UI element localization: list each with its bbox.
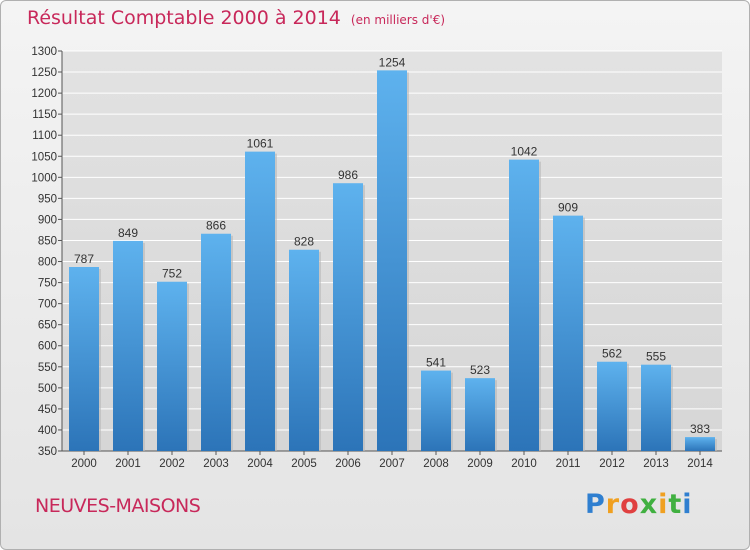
bar [289, 249, 319, 451]
bar [377, 70, 407, 452]
bar [201, 233, 231, 451]
y-tick-label: 1300 [31, 46, 57, 58]
x-tick-label: 2000 [71, 458, 97, 470]
y-tick-label: 1000 [31, 172, 57, 184]
chart-subtitle: (en milliers d'€) [350, 13, 446, 27]
bar-value-label: 787 [74, 252, 94, 266]
y-tick-label: 650 [38, 320, 57, 332]
bar-value-label: 1254 [379, 55, 406, 69]
bar-value-label: 523 [470, 363, 490, 377]
bar [465, 378, 495, 451]
chart-title-text: Résultat Comptable 2000 à 2014 [27, 7, 341, 29]
bar-value-label: 555 [646, 350, 666, 364]
bar-value-label: 986 [338, 168, 358, 182]
brand-logo: Proxiti [585, 489, 693, 520]
y-tick-label: 850 [38, 235, 57, 247]
bar [157, 281, 187, 451]
x-tick-label: 2005 [291, 458, 317, 470]
bar-value-label: 562 [602, 347, 622, 361]
bar [641, 364, 671, 451]
bar-value-label: 849 [118, 226, 138, 240]
bar-value-label: 1061 [247, 137, 274, 151]
bar [69, 267, 99, 451]
x-tick-label: 2006 [335, 458, 361, 470]
bar-value-label: 1042 [511, 145, 538, 159]
y-tick-label: 800 [38, 257, 57, 269]
y-tick-label: 350 [38, 446, 57, 458]
bar [509, 159, 539, 451]
y-tick-label: 450 [38, 404, 57, 416]
x-tick-label: 2012 [599, 458, 625, 470]
bar-value-label: 866 [206, 219, 226, 233]
y-tick-label: 500 [38, 383, 57, 395]
y-tick-label: 600 [38, 341, 57, 353]
x-tick-label: 2004 [247, 458, 273, 470]
x-tick-label: 2001 [115, 458, 141, 470]
bar-value-label: 752 [162, 267, 182, 281]
bar [333, 183, 363, 452]
city-name: NEUVES-MAISONS [35, 495, 201, 517]
bar-value-label: 909 [558, 201, 578, 215]
bar-value-label: 541 [426, 356, 446, 370]
bar-value-label: 828 [294, 235, 314, 249]
x-tick-label: 2014 [687, 458, 713, 470]
bar [113, 240, 143, 451]
y-tick-label: 750 [38, 278, 57, 290]
x-tick-label: 2007 [379, 458, 405, 470]
bar [553, 215, 583, 451]
x-tick-label: 2009 [467, 458, 493, 470]
x-tick-label: 2011 [556, 458, 581, 470]
bar [421, 370, 451, 451]
bar [245, 151, 275, 451]
y-tick-label: 950 [38, 193, 57, 205]
y-tick-label: 1050 [31, 151, 57, 163]
y-tick-label: 1200 [31, 88, 57, 100]
x-tick-label: 2013 [643, 458, 669, 470]
x-tick-label: 2003 [203, 458, 229, 470]
bar [597, 361, 627, 451]
bar [685, 437, 715, 451]
y-tick-label: 1100 [32, 130, 57, 142]
x-tick-label: 2008 [423, 458, 449, 470]
x-tick-label: 2010 [511, 458, 537, 470]
y-tick-label: 550 [38, 362, 57, 374]
y-tick-label: 700 [38, 299, 57, 311]
y-tick-label: 1250 [31, 67, 57, 79]
y-tick-label: 900 [38, 214, 57, 226]
y-tick-label: 1150 [32, 109, 57, 121]
x-tick-label: 2002 [159, 458, 185, 470]
y-tick-label: 400 [38, 425, 57, 437]
chart-title: Résultat Comptable 2000 à 2014 (en millie… [27, 7, 445, 29]
bar-value-label: 383 [690, 422, 710, 436]
